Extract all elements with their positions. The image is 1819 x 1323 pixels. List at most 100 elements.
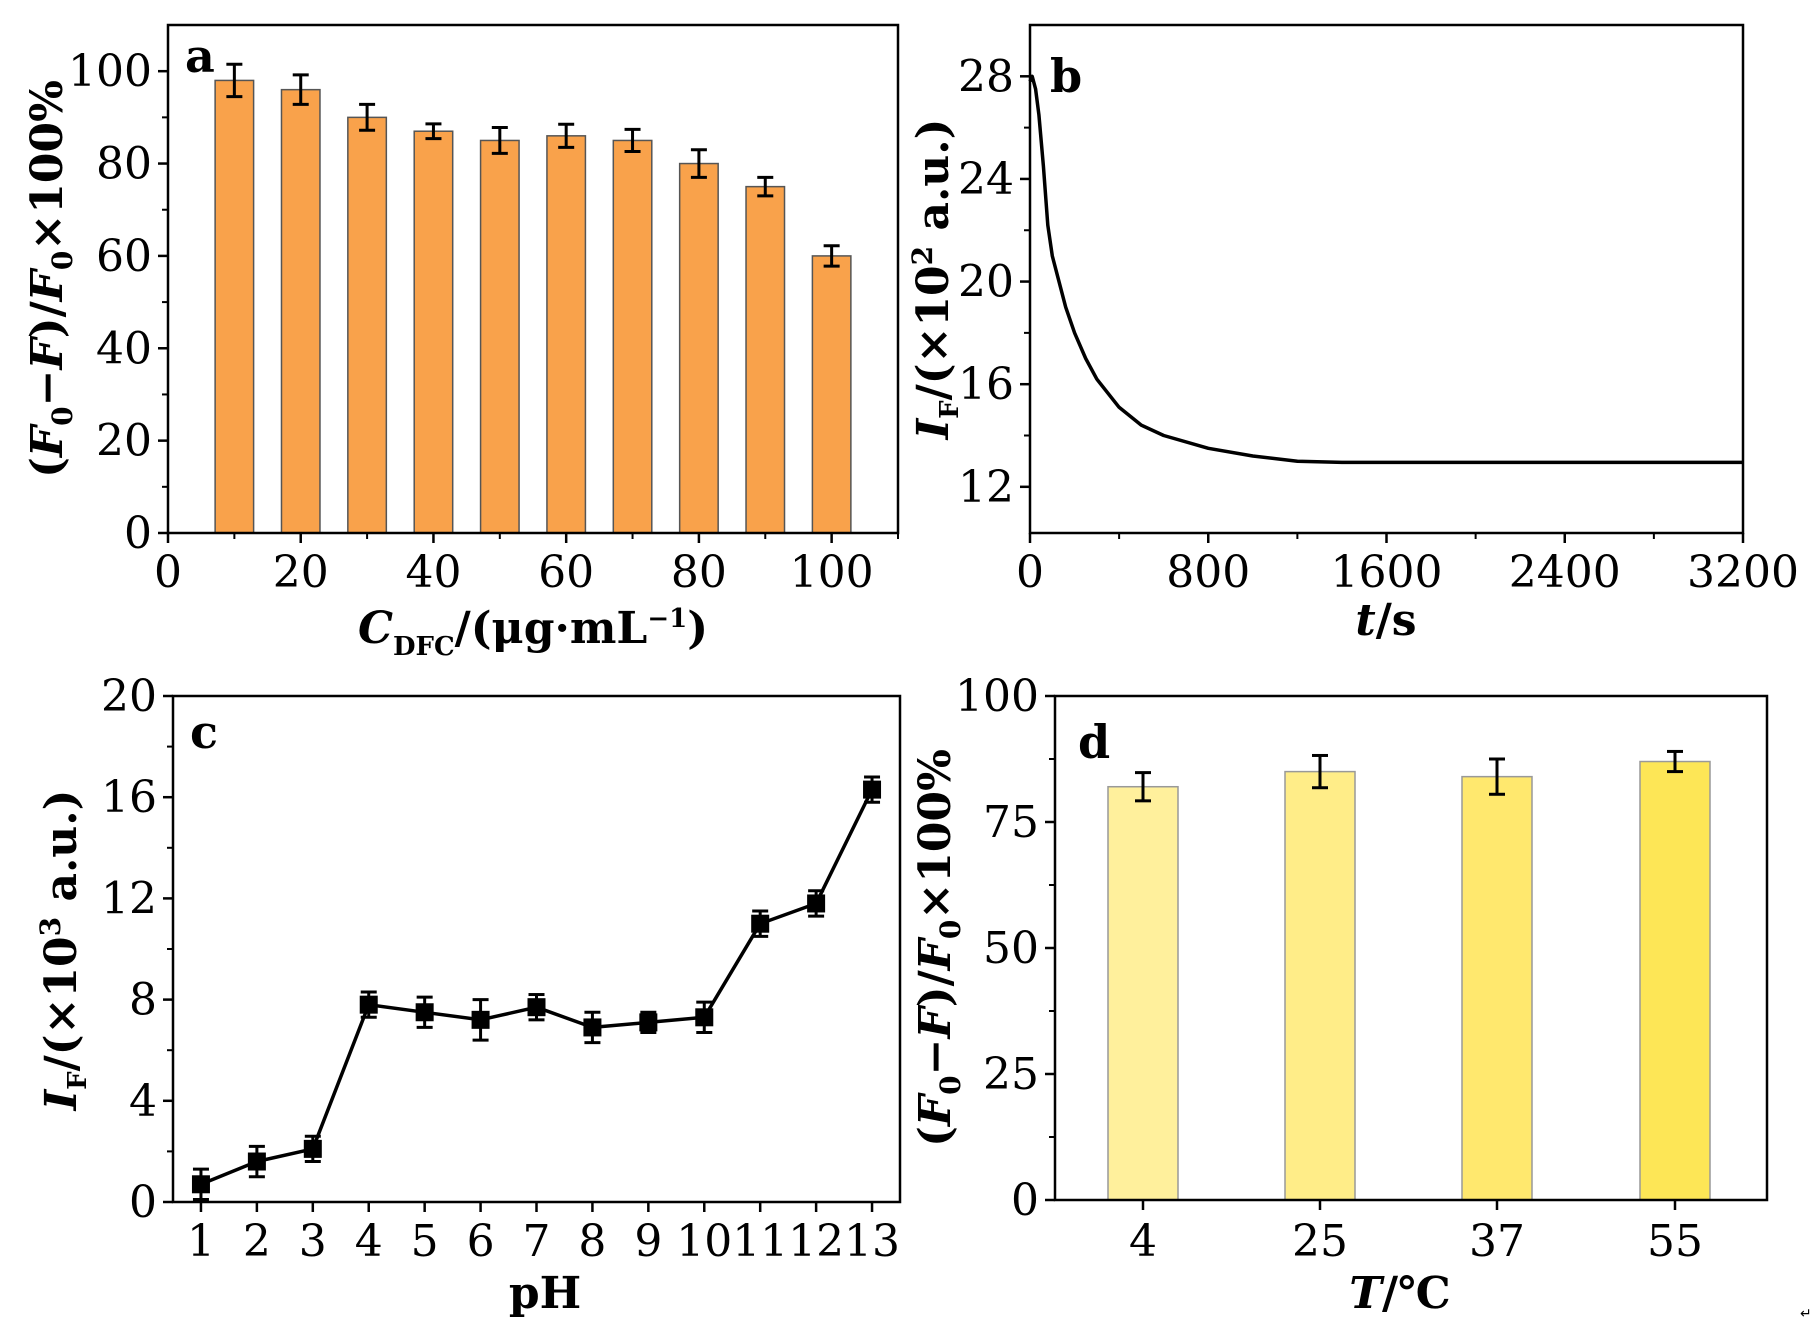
bar (347, 116, 388, 534)
panel-label: a (185, 29, 215, 83)
data-point (191, 1175, 210, 1194)
y-tick-label: 0 (129, 1177, 157, 1228)
x-tick-label: 80 (671, 547, 727, 598)
x-tick-label: 1600 (1331, 547, 1443, 598)
x-tick-label: 55 (1647, 1216, 1703, 1267)
data-point (303, 1139, 322, 1158)
y-tick-label: 24 (958, 154, 1014, 205)
y-axis-label: (F0−F)/F0×100% (22, 80, 79, 478)
axis-ticks: 0 25 50 75 100 4 25 37 55 (955, 671, 1703, 1267)
corner-mark: ↵ (1800, 1306, 1812, 1322)
y-tick-label: 16 (958, 359, 1014, 410)
y-tick-label: 60 (96, 231, 152, 282)
y-tick-label: 16 (101, 772, 157, 823)
y-tick-label: 100 (68, 46, 152, 97)
data-point (863, 780, 882, 799)
panel-label: d (1078, 715, 1110, 769)
axis-ticks: 0 20 40 60 80 100 0 20 40 60 80 100 (68, 46, 899, 598)
x-tick-label: 25 (1292, 1216, 1348, 1267)
x-tick-label: 0 (154, 547, 182, 598)
bar (1284, 770, 1356, 1201)
data-point (359, 995, 378, 1014)
x-tick-label: 8 (578, 1216, 606, 1267)
bar (1639, 760, 1711, 1201)
plot-frame (171, 694, 902, 1204)
chart-panel-a: 0 20 40 60 80 100 0 20 40 60 80 100 a CDFC/(μg·mL−1… (22, 23, 900, 662)
data-point (695, 1008, 714, 1027)
decay-curve (1028, 74, 1743, 465)
chart-panel-b: 12 16 20 24 28 0 800 1600 2400 3200 b t/s IF/(×10… (906, 23, 1799, 646)
plot-frame (1028, 23, 1745, 535)
data-point (415, 1003, 434, 1022)
bar (280, 88, 321, 534)
y-tick-label: 50 (983, 923, 1039, 974)
y-tick-label: 20 (958, 257, 1014, 308)
y-tick-label: 0 (1011, 1175, 1039, 1226)
bar (479, 139, 520, 534)
chart-panel-d: 0 25 50 75 100 4 25 37 55 d T/℃ (F0−F)/F0×100% (910, 671, 1769, 1319)
y-tick-label: 12 (101, 873, 157, 924)
y-tick-label: 40 (96, 323, 152, 374)
bar (811, 255, 852, 534)
x-tick-label: 12 (788, 1216, 844, 1267)
line-series (191, 775, 882, 1201)
x-tick-label: 9 (634, 1216, 662, 1267)
y-tick-label: 80 (96, 139, 152, 190)
panel-label: b (1050, 49, 1082, 103)
x-tick-label: 3200 (1687, 547, 1799, 598)
x-tick-label: 7 (523, 1216, 551, 1267)
data-point (247, 1152, 266, 1171)
x-tick-label: 2 (243, 1216, 271, 1267)
y-tick-label: 8 (129, 975, 157, 1026)
bar (214, 79, 255, 534)
bar-series (214, 62, 852, 534)
x-tick-label: 5 (411, 1216, 439, 1267)
x-tick-label: 4 (355, 1216, 383, 1267)
x-tick-label: 6 (467, 1216, 495, 1267)
bar (546, 135, 587, 534)
data-point (527, 998, 546, 1017)
x-tick-label: 3 (299, 1216, 327, 1267)
bar (678, 162, 719, 534)
x-tick-label: 40 (405, 547, 461, 598)
x-tick-label: 20 (273, 547, 329, 598)
x-tick-label: 11 (732, 1216, 788, 1267)
x-axis-label: CDFC/(μg·mL−1) (358, 603, 708, 662)
y-tick-label: 28 (958, 51, 1014, 102)
bar (413, 130, 454, 534)
y-tick-label: 20 (101, 671, 157, 722)
x-tick-label: 37 (1469, 1216, 1525, 1267)
x-tick-label: 800 (1166, 547, 1250, 598)
data-point (807, 894, 826, 913)
plot-frame (1053, 694, 1769, 1202)
y-axis-label: IF/(×103 a.u.) (34, 790, 93, 1113)
x-tick-label: 0 (1016, 547, 1044, 598)
panel-label: c (190, 705, 218, 759)
bar (1107, 785, 1179, 1201)
x-axis-label: T/℃ (1349, 1268, 1451, 1319)
data-point (639, 1013, 658, 1032)
y-axis-label: IF/(×102 a.u.) (906, 119, 965, 442)
x-tick-label: 100 (790, 547, 874, 598)
x-tick-label: 10 (676, 1216, 732, 1267)
axis-ticks: 12 16 20 24 28 0 800 1600 2400 3200 (958, 51, 1799, 598)
series-line (200, 788, 874, 1186)
y-tick-label: 100 (955, 671, 1039, 722)
x-tick-label: 13 (844, 1216, 900, 1267)
bar (1461, 775, 1533, 1201)
y-tick-label: 20 (96, 416, 152, 467)
data-point (751, 914, 770, 933)
data-point (471, 1010, 490, 1029)
y-tick-label: 0 (124, 508, 152, 559)
x-tick-label: 2400 (1509, 547, 1621, 598)
y-tick-label: 75 (983, 797, 1039, 848)
x-tick-label: 4 (1129, 1216, 1157, 1267)
y-tick-label: 4 (129, 1076, 157, 1127)
y-tick-label: 12 (958, 462, 1014, 513)
x-axis-label: pH (509, 1268, 581, 1319)
bar-series (1107, 749, 1711, 1201)
plot-frame (166, 23, 900, 535)
